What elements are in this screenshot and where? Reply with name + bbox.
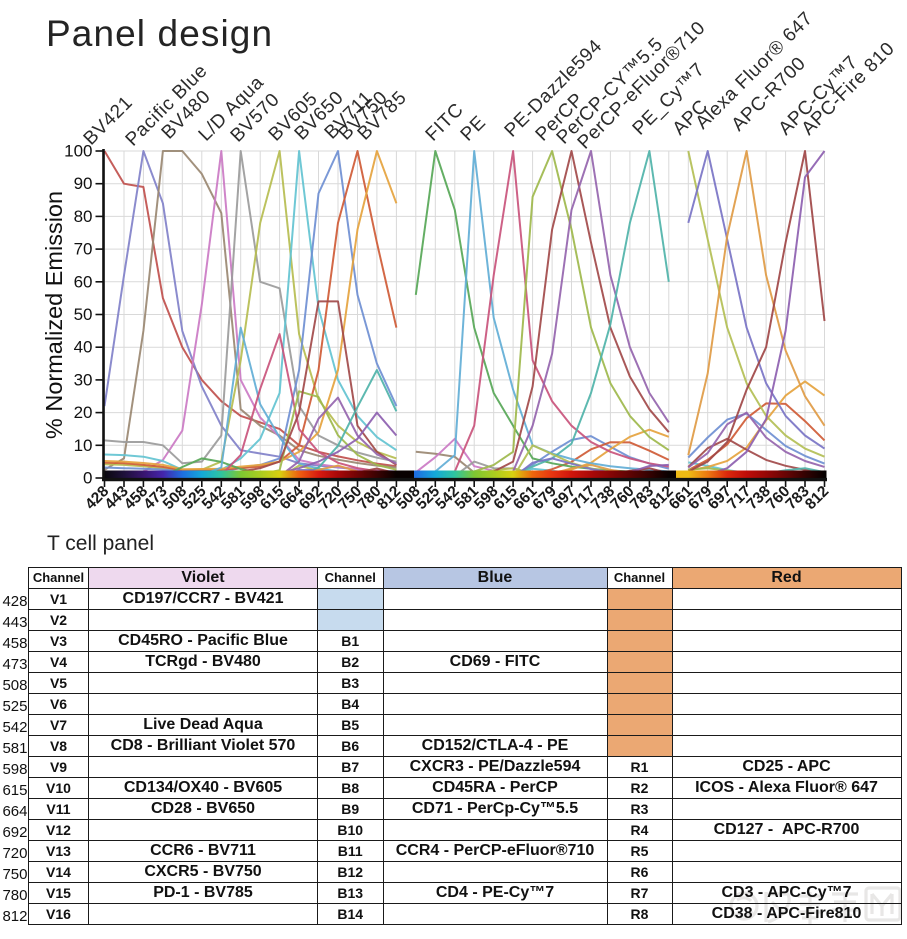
svg-text:70: 70 [74, 240, 93, 259]
svg-text:50: 50 [74, 305, 93, 324]
svg-text:60: 60 [74, 272, 93, 291]
svg-text:% Normalized Emission: % Normalized Emission [41, 191, 67, 439]
svg-text:100: 100 [64, 141, 92, 160]
svg-text:20: 20 [74, 403, 93, 422]
svg-text:FITC: FITC [422, 99, 468, 145]
svg-text:0: 0 [83, 468, 92, 487]
svg-text:812: 812 [802, 483, 832, 513]
svg-text:10: 10 [74, 436, 93, 455]
svg-text:90: 90 [74, 174, 93, 193]
svg-text:80: 80 [74, 207, 93, 226]
svg-text:30: 30 [74, 370, 93, 389]
svg-text:40: 40 [74, 338, 93, 357]
